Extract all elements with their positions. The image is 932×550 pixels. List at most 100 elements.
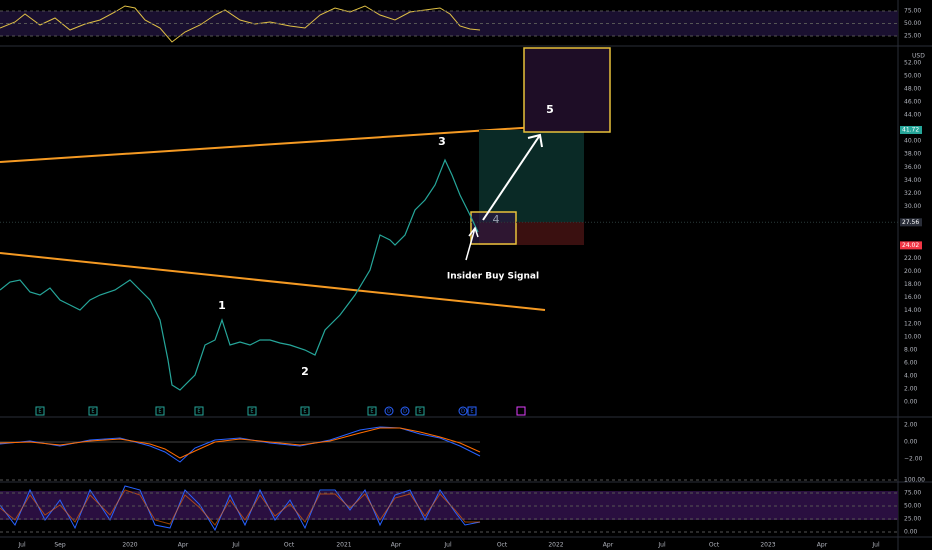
price-tag-label: 27.56 [902,219,919,226]
event-icon [155,406,165,416]
wave4-box [470,211,517,245]
axis-label: 48.00 [904,86,921,93]
axis-label: 8.00 [904,346,918,353]
axis-label: 0.00 [904,399,918,406]
stoch-band [0,491,898,520]
axis-label: 50.00 [904,503,921,510]
price-tag-label: 24.02 [902,242,919,249]
axis-label: 34.00 [904,177,921,184]
time-label: Sep [54,542,66,549]
axis-label: 75.00 [904,8,921,15]
signal-label: Insider Buy Signal [447,272,539,282]
event-letter: E [158,409,161,415]
arrow-head [468,226,479,238]
arrow [482,134,541,221]
time-label: 2021 [336,542,351,549]
axis-label: 14.00 [904,307,921,314]
rsi-band [0,11,898,36]
axis-label: 25.00 [904,33,921,40]
currency-label: USD [912,53,925,60]
time-label: Jul [231,542,240,549]
event-icon [300,406,310,416]
event-letter: E [38,409,41,415]
event-letter: E [303,409,306,415]
axis-label: 2.00 [904,385,918,392]
profit-zone [479,130,584,222]
event-letter: E [370,409,373,415]
axis-label: 30.00 [904,203,921,210]
wave-label: 1 [218,299,226,312]
time-label: Apr [603,542,614,549]
time-label: Oct [709,542,720,549]
axis-label: 0.00 [904,439,918,446]
axis-label: 32.00 [904,190,921,197]
event-icon [88,406,98,416]
wave-label: 2 [301,365,309,378]
axis-label: 25.00 [904,516,921,523]
time-label: Jul [871,542,880,549]
event-icon [516,406,526,416]
event-letter: E [470,409,473,415]
signal-line [0,427,481,459]
axis-label: 0.00 [904,529,918,536]
arrow [465,227,476,261]
axis-label: 50.00 [904,20,921,27]
event-letter: E [197,409,200,415]
time-label: Apr [817,542,828,549]
axis-label: 38.00 [904,151,921,158]
axis-label: 6.00 [904,359,918,366]
event-icon [415,406,425,416]
axis-label: 2.00 [904,422,918,429]
event-icon [247,406,257,416]
price-tag [900,125,922,134]
event-letter: D [461,409,465,415]
event-icon [467,406,477,416]
time-label: Jul [443,542,452,549]
axis-label: 12.00 [904,320,921,327]
event-icon [367,406,377,416]
time-label: Jul [17,542,26,549]
target-box [523,47,611,133]
event-icon [458,406,468,416]
axis-label: 44.00 [904,112,921,119]
event-icon [35,406,45,416]
axis-label: 4.00 [904,372,918,379]
time-label: 2023 [760,542,775,549]
axis-label: 100.00 [904,477,925,484]
price-tag [900,218,922,227]
axis-label: 20.00 [904,268,921,275]
axis-label: 10.00 [904,333,921,340]
axis-label: 75.00 [904,490,921,497]
axis-label: 22.00 [904,255,921,262]
event-letter: D [403,409,407,415]
stoch-k [0,485,481,532]
event-icon [384,406,394,416]
event-letter: D [387,409,391,415]
axis-label: 52.00 [904,59,921,66]
axis-label: 16.00 [904,294,921,301]
rsi-line [0,5,481,43]
trendline [0,125,553,163]
time-label: 2020 [122,542,137,549]
stoch-d [0,489,480,526]
axis-label: 50.00 [904,73,921,80]
time-label: Oct [497,542,508,549]
axis-label: 18.00 [904,281,921,288]
price-tag-label: 41.72 [902,126,919,133]
event-letter: E [250,409,253,415]
price-line [0,158,479,391]
time-label: 2022 [548,542,563,549]
event-icon [400,406,410,416]
macd-line [0,426,481,463]
arrow-head [527,133,543,148]
event-letter: E [91,409,94,415]
time-label: Jul [657,542,666,549]
axis-label: 40.00 [904,138,921,145]
wave-label: 3 [438,135,446,148]
trendline [0,252,546,311]
event-icon [194,406,204,416]
wave-label: 4 [493,213,500,226]
time-label: Apr [178,542,189,549]
axis-label: 46.00 [904,99,921,106]
